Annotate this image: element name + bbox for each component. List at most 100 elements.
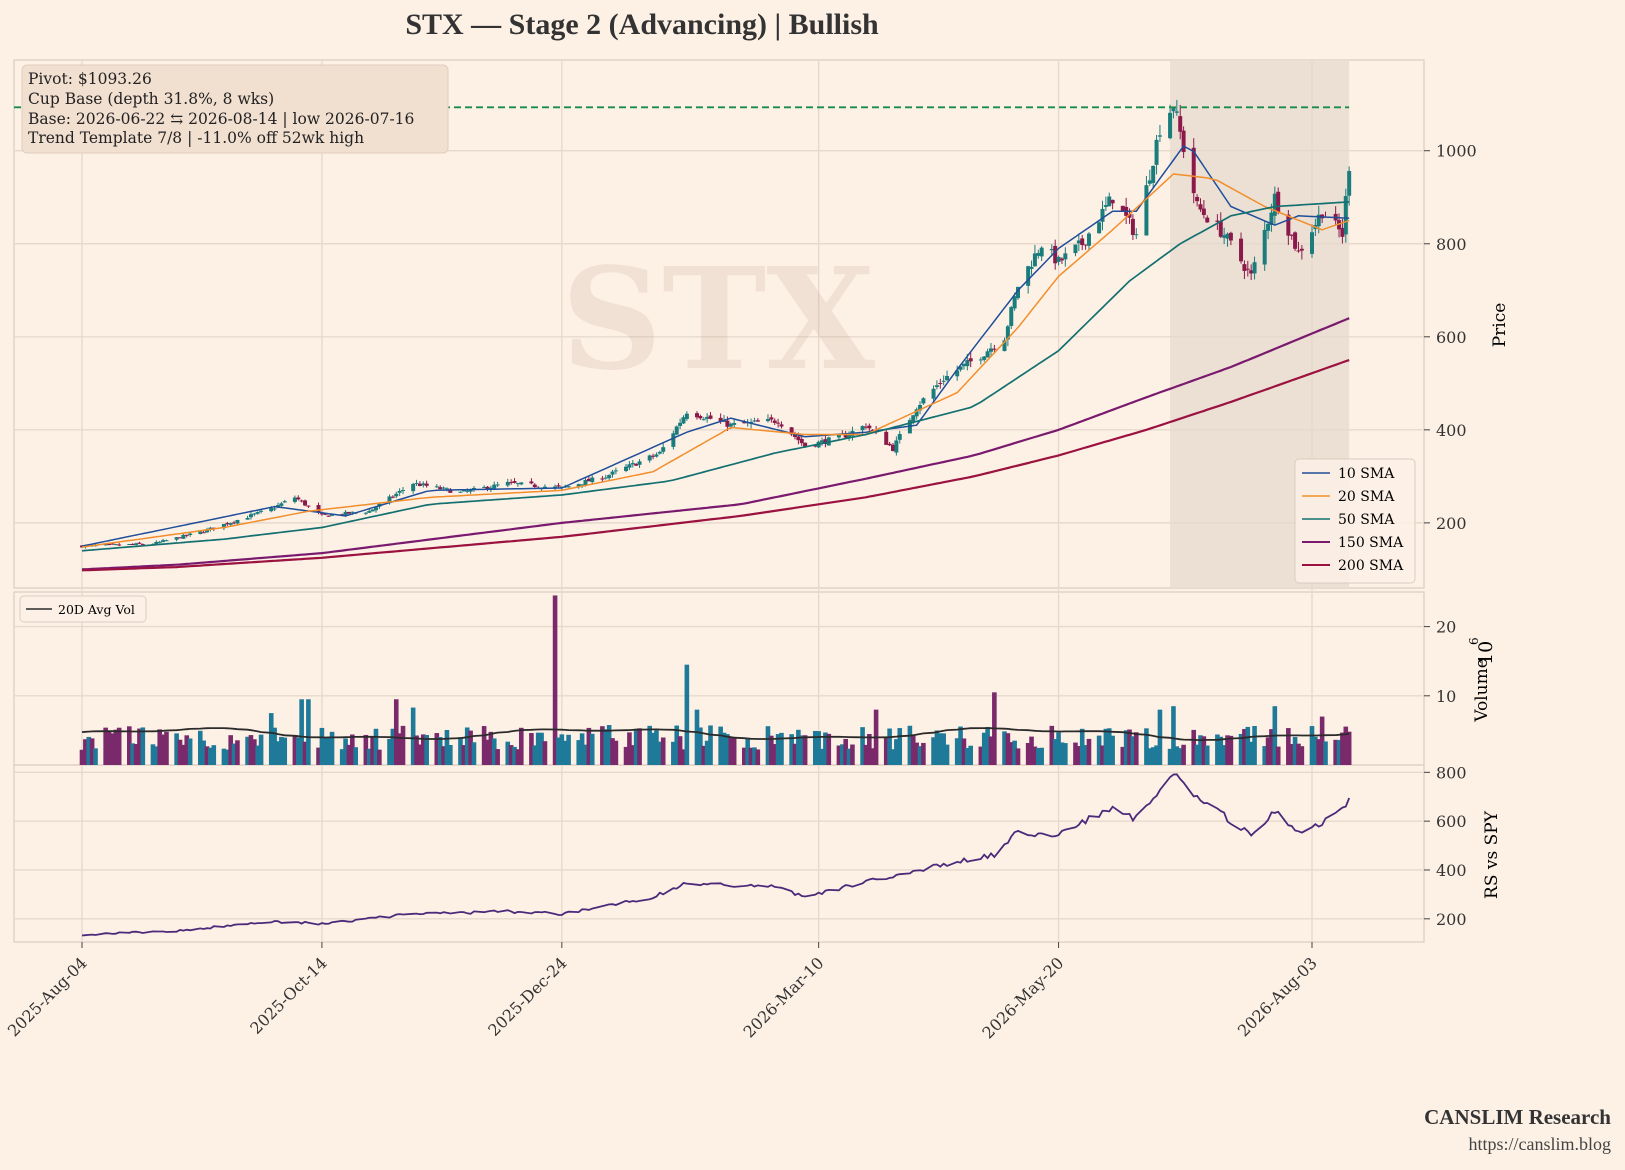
candle-body <box>532 484 537 488</box>
volume-bar <box>603 729 609 765</box>
candle-body <box>1225 233 1230 239</box>
candle-body <box>752 420 757 422</box>
volume-bar <box>458 737 463 765</box>
volume-bar <box>329 731 335 765</box>
volume-bar <box>1333 739 1338 765</box>
volume-bar <box>1012 740 1017 765</box>
volume-bar <box>518 727 524 765</box>
volume-bar <box>93 748 98 765</box>
volume-bar <box>529 733 534 765</box>
candle-body <box>461 490 466 492</box>
volume-bar <box>917 746 923 765</box>
candle-body <box>603 477 608 479</box>
volume-bar <box>1008 742 1014 765</box>
volume-bar <box>556 737 561 765</box>
volume-bar <box>718 726 723 765</box>
candle-body <box>1201 208 1206 215</box>
candle-body <box>245 517 250 520</box>
candle-body <box>1215 220 1220 222</box>
grid-lines <box>14 60 1424 942</box>
volume-bar <box>424 735 429 765</box>
volume-bar <box>674 725 680 765</box>
candle-body <box>624 466 629 472</box>
candle-body <box>1296 250 1301 252</box>
volume-bar <box>647 725 652 765</box>
volume-bar <box>1313 736 1318 765</box>
candle-body <box>1299 248 1304 251</box>
volume-bar <box>941 733 946 765</box>
candle-body <box>1053 245 1058 264</box>
candle-body <box>113 544 118 546</box>
candle-body <box>1205 217 1210 223</box>
volume-bar <box>140 727 146 765</box>
volume-bar <box>1289 744 1295 765</box>
candle-body <box>306 505 311 507</box>
volume-bar <box>1245 726 1251 765</box>
candle-body <box>860 426 865 431</box>
candle-body <box>505 481 510 486</box>
volume-bar <box>583 744 588 765</box>
candle-body <box>363 512 368 514</box>
rs-panel <box>81 773 1351 937</box>
volume-bar <box>245 736 250 765</box>
volume-bar <box>130 743 135 765</box>
volume-bar <box>319 727 325 765</box>
candle-body <box>684 413 689 420</box>
volume-bar <box>177 739 183 765</box>
candle-body <box>1347 171 1352 196</box>
panel-frame-2 <box>13 764 1425 943</box>
volume-bar <box>694 709 700 765</box>
candle-body <box>1016 286 1021 299</box>
candle-body <box>1252 262 1257 274</box>
candle-body <box>154 541 159 545</box>
volume-bar <box>79 749 85 765</box>
volume-bar <box>978 746 984 765</box>
volume-bar <box>576 740 582 765</box>
legend-label-sma10: 10 SMA <box>1338 466 1395 482</box>
candle-body <box>411 483 416 492</box>
volume-bar <box>728 736 734 765</box>
volume-bar <box>252 739 257 765</box>
price-tick-label-400: 400 <box>1436 421 1467 440</box>
volume-bar <box>448 744 453 765</box>
volume-bar <box>204 746 210 765</box>
volume-bar <box>370 737 375 765</box>
brand-url[interactable]: https://canslim.blog <box>1468 1134 1612 1154</box>
candle-body <box>1239 238 1244 262</box>
volume-bar <box>566 734 571 765</box>
candle-body <box>982 356 987 360</box>
candle-body <box>1154 139 1159 165</box>
candle-body <box>1107 196 1112 207</box>
volume-bar <box>353 747 359 765</box>
candle-body <box>1316 214 1321 227</box>
candle-body <box>1110 199 1115 204</box>
volume-bar <box>174 733 179 765</box>
candle-body <box>542 486 547 488</box>
candle-body <box>755 420 760 422</box>
candle-body <box>495 484 500 486</box>
avg-volume-line <box>81 727 1350 741</box>
candle-body <box>1168 112 1173 139</box>
volume-bar <box>160 734 166 765</box>
candle-body <box>918 404 923 411</box>
candle-body <box>1249 270 1254 274</box>
volume-bar <box>755 749 761 765</box>
candle-body <box>1134 234 1139 236</box>
candle-body <box>941 380 946 382</box>
candle-body <box>529 481 534 484</box>
candle-body <box>1012 296 1017 309</box>
volume-bar <box>731 736 737 765</box>
candle-body <box>441 487 446 489</box>
candle-body <box>728 423 733 427</box>
volume-bar <box>1073 742 1078 765</box>
candle-body <box>661 447 666 452</box>
candle-body <box>292 497 297 502</box>
candle-body <box>340 514 345 516</box>
candle-body <box>134 543 139 545</box>
candle-body <box>401 490 406 492</box>
volume-bar <box>954 738 960 765</box>
price-panel <box>14 99 1352 572</box>
volume-bar <box>1174 746 1180 765</box>
candle-body <box>610 471 615 475</box>
volume-bar <box>937 733 943 765</box>
